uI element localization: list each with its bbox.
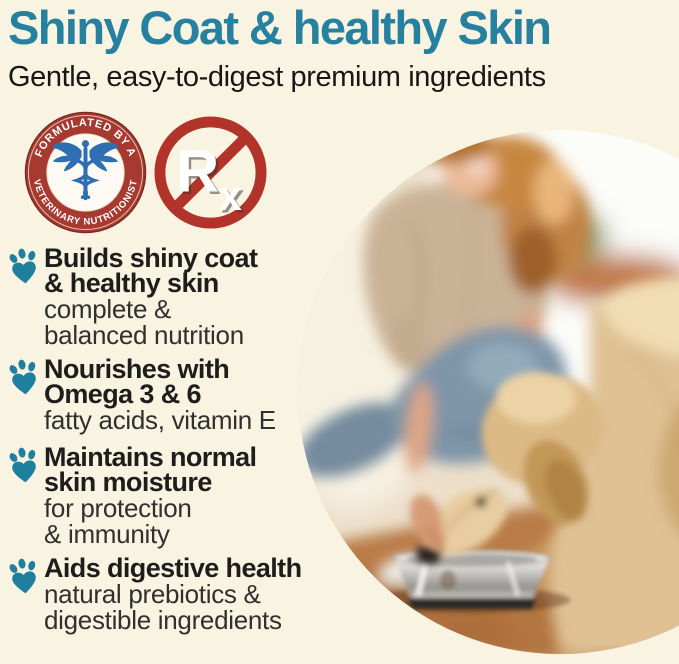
paw-icon — [7, 359, 41, 399]
rx-sub-shadow: x — [221, 175, 244, 222]
hero-photo-illustration — [298, 130, 679, 654]
woman-hand — [409, 494, 446, 552]
benefit-detail-line: balanced nutrition — [44, 320, 244, 350]
benefit-text: Aids digestive health natural prebiotics… — [44, 553, 302, 635]
benefit-detail-line: natural prebiotics & — [44, 579, 261, 609]
benefit-heading-line: Builds shiny coat — [44, 243, 258, 273]
steel-bowl — [370, 549, 570, 613]
benefit-heading-line: skin moisture — [44, 467, 212, 497]
benefit-item-coat-skin: Builds shiny coat & healthy skin complet… — [7, 243, 258, 350]
benefit-detail-line: digestible ingredients — [44, 605, 282, 635]
vet-seal-icon: FORMULATED BY A VETERINARY NUTRITIONIST — [24, 111, 147, 234]
benefit-heading-line: Omega 3 & 6 — [44, 379, 202, 409]
benefit-detail-line: & immunity — [44, 519, 170, 549]
benefit-item-omega: Nourishes with Omega 3 & 6 fatty acids, … — [7, 354, 276, 435]
benefit-text: Maintains normal skin moisture for prote… — [44, 442, 257, 549]
benefit-detail-line: complete & — [44, 294, 172, 324]
subheadline: Gentle, easy-to-digest premium ingredien… — [8, 61, 546, 93]
no-rx-badge: R x R x — [151, 113, 270, 232]
benefit-detail-line: fatty acids, vitamin E — [44, 405, 276, 435]
benefit-heading-line: Nourishes with — [44, 354, 230, 384]
vet-seal-badge: FORMULATED BY A VETERINARY NUTRITIONIST — [24, 111, 147, 234]
dog-head — [416, 372, 605, 564]
dog-body — [548, 276, 679, 654]
benefit-heading-line: Aids digestive health — [44, 553, 302, 583]
paw-icon — [7, 248, 41, 288]
rx-symbol: R — [176, 137, 219, 204]
hero-photo — [298, 130, 679, 654]
woman-figure — [298, 130, 591, 588]
headline: Shiny Coat & healthy Skin — [8, 1, 552, 54]
benefit-heading-line: & healthy skin — [44, 268, 219, 298]
benefit-text: Nourishes with Omega 3 & 6 fatty acids, … — [44, 354, 276, 435]
no-prescription-icon: R x R x — [154, 116, 267, 229]
benefit-item-digestive: Aids digestive health natural prebiotics… — [7, 553, 302, 635]
rx-symbol-shadow: R — [179, 140, 222, 207]
paw-icon — [7, 447, 41, 487]
rx-sub: x — [219, 172, 242, 219]
benefit-item-moisture: Maintains normal skin moisture for prote… — [7, 442, 257, 549]
benefit-detail-line: for protection — [44, 493, 192, 523]
caduceus-icon — [51, 140, 120, 201]
benefit-text: Builds shiny coat & healthy skin complet… — [44, 243, 258, 350]
benefit-heading-line: Maintains normal — [44, 442, 257, 472]
paw-icon — [7, 558, 41, 598]
